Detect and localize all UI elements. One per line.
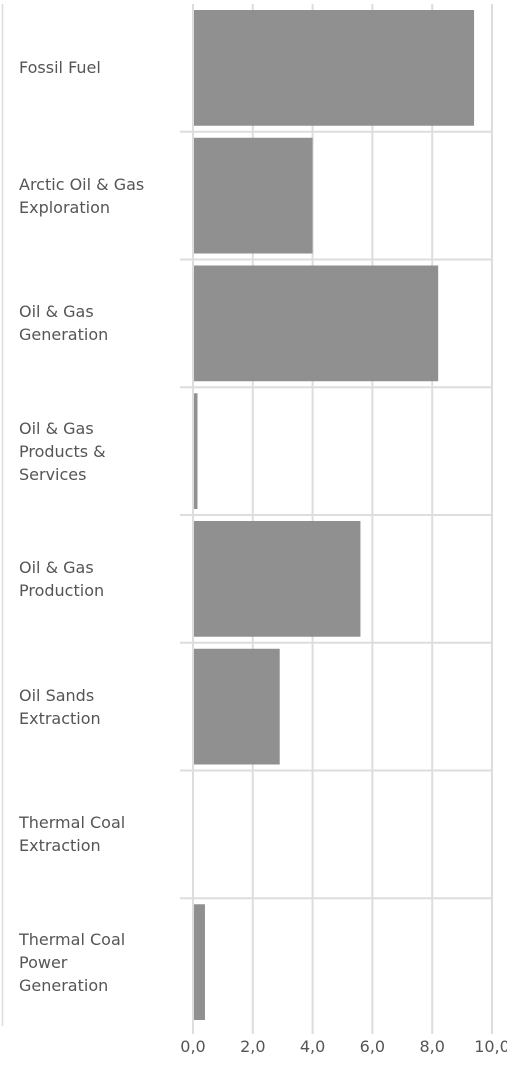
x-tick-label: 8,0: [419, 1037, 445, 1056]
x-tick-label: 10,0: [474, 1037, 507, 1056]
category-label: Oil & Gas Production: [19, 557, 105, 600]
category-label: Oil & Gas Generation: [19, 302, 109, 345]
bar: [194, 521, 361, 637]
category-label: Oil Sands Extraction: [19, 685, 101, 728]
x-tick-label: 6,0: [359, 1037, 386, 1056]
bar: [194, 648, 280, 765]
bar: [194, 265, 439, 382]
bar: [194, 393, 198, 509]
x-tick-label: 0,0: [180, 1037, 206, 1056]
bar: [194, 10, 475, 126]
category-label: Arctic Oil & Gas Exploration: [19, 174, 145, 217]
bar: [194, 904, 205, 1020]
bar: [194, 137, 313, 254]
category-label: Thermal Coal Power Generation: [19, 929, 126, 995]
bars-layer: [194, 10, 475, 1020]
category-label: Thermal Coal Extraction: [19, 813, 126, 856]
category-label: Oil & Gas Products & Services: [19, 418, 106, 484]
category-label: Fossil Fuel: [19, 58, 101, 78]
x-tick-label: 2,0: [240, 1037, 266, 1056]
x-tick-label: 4,0: [299, 1037, 326, 1056]
